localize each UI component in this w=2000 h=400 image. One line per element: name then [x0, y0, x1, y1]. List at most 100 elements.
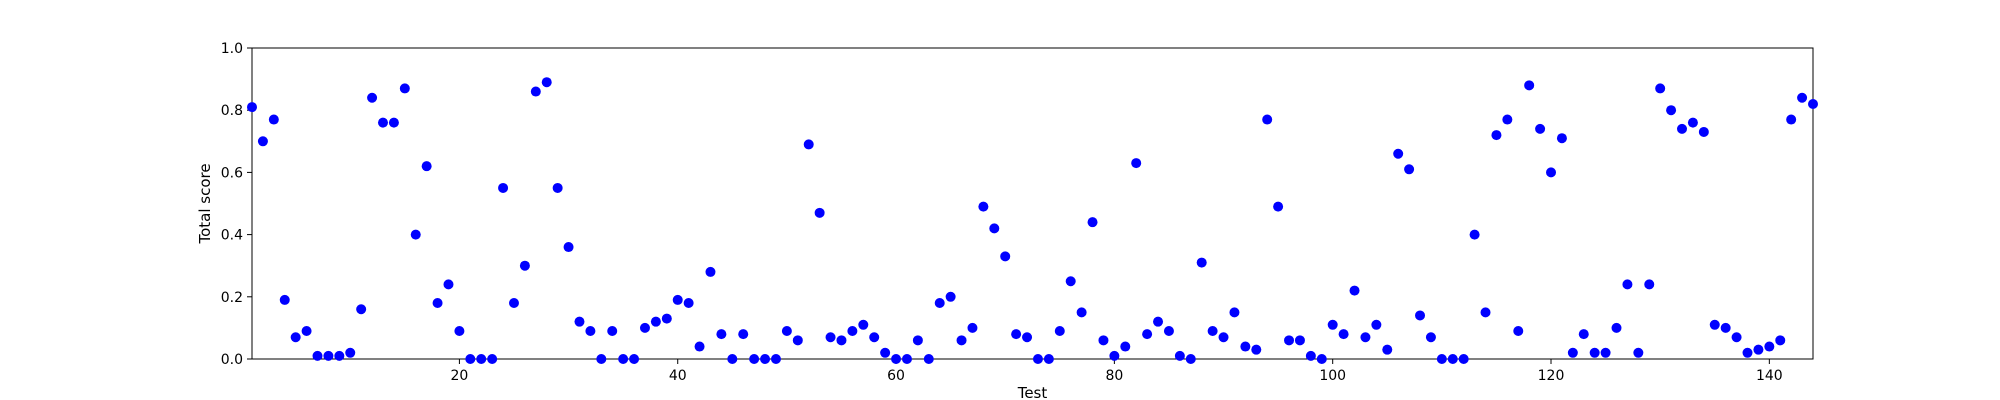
y-tick-label: 0.8 [221, 103, 243, 119]
data-point [1753, 344, 1764, 355]
data-point [1000, 251, 1011, 262]
x-axis-ticks: 20 40 60 80 100 120 140 [450, 359, 1783, 384]
data-point [345, 347, 356, 358]
data-point [738, 329, 749, 340]
data-point [1076, 307, 1087, 318]
data-point [1502, 114, 1513, 125]
data-point [1382, 344, 1393, 355]
data-point [1273, 201, 1284, 212]
data-point [1153, 316, 1164, 327]
data-point [770, 354, 781, 364]
data-point [1589, 347, 1600, 358]
data-point [803, 139, 814, 150]
data-point [530, 86, 541, 97]
data-point [388, 117, 399, 128]
data-point [716, 329, 727, 340]
data-point [694, 341, 705, 352]
y-tick-label: 0.0 [221, 352, 243, 368]
data-point [1349, 285, 1360, 296]
data-point [596, 354, 607, 364]
data-point [334, 350, 345, 361]
data-point [508, 298, 519, 309]
data-point [367, 92, 378, 103]
data-point [727, 354, 738, 364]
y-tick-label: 1.0 [221, 41, 243, 57]
data-point [1622, 279, 1633, 290]
data-point [1120, 341, 1131, 352]
data-point [519, 260, 530, 271]
data-point [1327, 319, 1338, 330]
data-point [1294, 335, 1305, 346]
data-point [268, 114, 279, 125]
data-point [1491, 130, 1502, 141]
data-points [247, 77, 1818, 364]
data-point [1720, 322, 1731, 333]
data-point [923, 354, 934, 364]
data-point [945, 291, 956, 302]
data-point [1240, 341, 1251, 352]
data-point [792, 335, 803, 346]
data-point [683, 298, 694, 309]
data-point [257, 136, 268, 147]
x-tick-label: 20 [450, 368, 468, 384]
data-point [1425, 332, 1436, 343]
data-point [1633, 347, 1644, 358]
data-point [1251, 344, 1262, 355]
data-point [301, 326, 312, 337]
plot-frame [251, 47, 1814, 360]
data-point [1709, 319, 1720, 330]
data-point [1207, 326, 1218, 337]
data-point [1109, 350, 1120, 361]
data-point [836, 335, 847, 346]
x-tick-label: 140 [1756, 368, 1783, 384]
data-point [891, 354, 902, 364]
data-point [1797, 92, 1808, 103]
data-point [618, 354, 629, 364]
data-point [356, 304, 367, 315]
data-point [1163, 326, 1174, 337]
data-point [858, 319, 869, 330]
data-point [1655, 83, 1666, 94]
data-point [978, 201, 989, 212]
data-point [487, 354, 498, 364]
data-point [1087, 217, 1098, 228]
data-point [1065, 276, 1076, 287]
data-point [1142, 329, 1153, 340]
data-point [650, 316, 661, 327]
x-axis-label: Test [1017, 384, 1048, 400]
data-point [880, 347, 891, 358]
data-point [749, 354, 760, 364]
data-point [989, 223, 1000, 234]
y-tick-label: 0.6 [221, 165, 243, 181]
data-point [1043, 354, 1054, 364]
data-point [1305, 350, 1316, 361]
data-point [1546, 167, 1557, 178]
data-point [1371, 319, 1382, 330]
data-point [1775, 335, 1786, 346]
data-point [825, 332, 836, 343]
x-tick-label: 80 [1105, 368, 1123, 384]
data-point [498, 182, 509, 193]
data-point [1338, 329, 1349, 340]
data-point [1174, 350, 1185, 361]
data-point [1447, 354, 1458, 364]
data-point [377, 117, 388, 128]
data-point [901, 354, 912, 364]
data-point [312, 350, 323, 361]
data-point [661, 313, 672, 324]
data-point [1600, 347, 1611, 358]
data-point [432, 298, 443, 309]
data-point [541, 77, 552, 88]
y-tick-label: 0.4 [221, 228, 243, 244]
data-point [399, 83, 410, 94]
data-point [1556, 133, 1567, 144]
data-point [1404, 164, 1415, 175]
x-tick-label: 40 [669, 368, 687, 384]
y-tick-label: 0.2 [221, 290, 243, 306]
data-point [323, 350, 334, 361]
data-point [1316, 354, 1327, 364]
data-point [1022, 332, 1033, 343]
data-point [1436, 354, 1447, 364]
x-tick-label: 100 [1319, 368, 1346, 384]
